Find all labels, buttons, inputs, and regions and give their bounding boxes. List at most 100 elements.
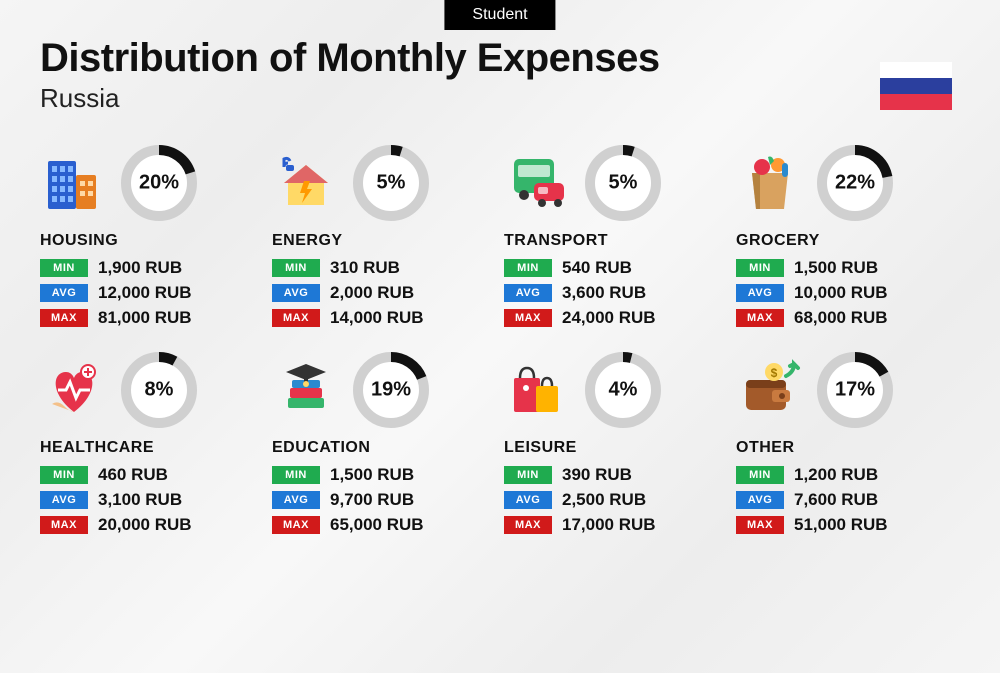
min-badge: MIN [40, 259, 88, 277]
stat-row-min: MIN 1,500 RUB [272, 465, 496, 485]
avg-badge: AVG [504, 284, 552, 302]
max-badge: MAX [40, 516, 88, 534]
stat-row-max: MAX 20,000 RUB [40, 515, 264, 535]
min-value: 1,500 RUB [330, 465, 414, 485]
min-badge: MIN [40, 466, 88, 484]
min-badge: MIN [272, 466, 320, 484]
max-badge: MAX [272, 516, 320, 534]
max-badge: MAX [504, 516, 552, 534]
flag-stripe-white [880, 62, 952, 78]
stat-row-min: MIN 1,900 RUB [40, 258, 264, 278]
stat-row-avg: AVG 12,000 RUB [40, 283, 264, 303]
max-value: 68,000 RUB [794, 308, 888, 328]
avg-value: 2,500 RUB [562, 490, 646, 510]
stat-row-avg: AVG 3,100 RUB [40, 490, 264, 510]
pct-label: 5% [377, 172, 406, 195]
category-card-healthcare: 8% HEALTHCARE MIN 460 RUB AVG 3,100 RUB … [40, 351, 264, 540]
category-card-leisure: 4% LEISURE MIN 390 RUB AVG 2,500 RUB MAX… [504, 351, 728, 540]
pct-donut-healthcare: 8% [120, 351, 198, 429]
pct-donut-energy: 5% [352, 144, 430, 222]
category-name: HEALTHCARE [40, 439, 264, 457]
category-card-energy: 5% ENERGY MIN 310 RUB AVG 2,000 RUB MAX … [272, 144, 496, 333]
category-name: HOUSING [40, 232, 264, 250]
stat-row-min: MIN 540 RUB [504, 258, 728, 278]
stat-row-max: MAX 68,000 RUB [736, 308, 960, 328]
max-value: 65,000 RUB [330, 515, 424, 535]
stat-row-avg: AVG 10,000 RUB [736, 283, 960, 303]
min-value: 1,500 RUB [794, 258, 878, 278]
min-badge: MIN [736, 466, 784, 484]
category-name: EDUCATION [272, 439, 496, 457]
avg-badge: AVG [504, 491, 552, 509]
category-card-housing: 20% HOUSING MIN 1,900 RUB AVG 12,000 RUB… [40, 144, 264, 333]
stat-row-max: MAX 65,000 RUB [272, 515, 496, 535]
category-name: GROCERY [736, 232, 960, 250]
avg-value: 7,600 RUB [794, 490, 878, 510]
max-value: 81,000 RUB [98, 308, 192, 328]
pct-donut-other: 17% [816, 351, 894, 429]
pct-donut-education: 19% [352, 351, 430, 429]
pct-label: 8% [145, 379, 174, 402]
avg-value: 12,000 RUB [98, 283, 192, 303]
avg-badge: AVG [40, 491, 88, 509]
stat-row-avg: AVG 7,600 RUB [736, 490, 960, 510]
avg-badge: AVG [40, 284, 88, 302]
energy-house-icon [272, 149, 340, 217]
buildings-icon [40, 149, 108, 217]
min-value: 460 RUB [98, 465, 168, 485]
avg-value: 10,000 RUB [794, 283, 888, 303]
max-badge: MAX [504, 309, 552, 327]
pct-label: 17% [835, 379, 875, 402]
stat-row-min: MIN 390 RUB [504, 465, 728, 485]
max-value: 24,000 RUB [562, 308, 656, 328]
graduation-books-icon [272, 356, 340, 424]
max-value: 14,000 RUB [330, 308, 424, 328]
bus-car-icon [504, 149, 572, 217]
wallet-arrow-icon: $ [736, 356, 804, 424]
min-value: 310 RUB [330, 258, 400, 278]
stat-row-max: MAX 51,000 RUB [736, 515, 960, 535]
stat-row-avg: AVG 3,600 RUB [504, 283, 728, 303]
stat-row-max: MAX 14,000 RUB [272, 308, 496, 328]
pct-label: 19% [371, 379, 411, 402]
avg-badge: AVG [272, 491, 320, 509]
grocery-bag-icon [736, 149, 804, 217]
stat-row-max: MAX 17,000 RUB [504, 515, 728, 535]
stat-row-min: MIN 1,500 RUB [736, 258, 960, 278]
pct-label: 5% [609, 172, 638, 195]
min-value: 390 RUB [562, 465, 632, 485]
category-card-grocery: 22% GROCERY MIN 1,500 RUB AVG 10,000 RUB… [736, 144, 960, 333]
avg-badge: AVG [272, 284, 320, 302]
svg-text:$: $ [771, 366, 778, 380]
category-card-education: 19% EDUCATION MIN 1,500 RUB AVG 9,700 RU… [272, 351, 496, 540]
max-badge: MAX [736, 309, 784, 327]
category-card-other: $ 17% OTHER MIN 1,200 RUB AVG 7,600 RUB … [736, 351, 960, 540]
stat-row-max: MAX 81,000 RUB [40, 308, 264, 328]
stat-row-min: MIN 310 RUB [272, 258, 496, 278]
avg-badge: AVG [736, 491, 784, 509]
page-title: Distribution of Monthly Expenses [40, 36, 960, 81]
category-name: LEISURE [504, 439, 728, 457]
category-card-transport: 5% TRANSPORT MIN 540 RUB AVG 3,600 RUB M… [504, 144, 728, 333]
min-value: 1,900 RUB [98, 258, 182, 278]
category-name: OTHER [736, 439, 960, 457]
category-name: TRANSPORT [504, 232, 728, 250]
min-badge: MIN [272, 259, 320, 277]
max-value: 17,000 RUB [562, 515, 656, 535]
pct-label: 4% [609, 379, 638, 402]
stat-row-avg: AVG 9,700 RUB [272, 490, 496, 510]
shopping-bags-icon [504, 356, 572, 424]
category-name: ENERGY [272, 232, 496, 250]
flag-stripe-red [880, 94, 952, 110]
min-value: 1,200 RUB [794, 465, 878, 485]
min-badge: MIN [736, 259, 784, 277]
stat-row-avg: AVG 2,500 RUB [504, 490, 728, 510]
stat-row-min: MIN 1,200 RUB [736, 465, 960, 485]
pct-donut-grocery: 22% [816, 144, 894, 222]
stat-row-max: MAX 24,000 RUB [504, 308, 728, 328]
avg-value: 3,600 RUB [562, 283, 646, 303]
pct-donut-transport: 5% [584, 144, 662, 222]
stat-row-min: MIN 460 RUB [40, 465, 264, 485]
max-value: 51,000 RUB [794, 515, 888, 535]
pct-donut-housing: 20% [120, 144, 198, 222]
